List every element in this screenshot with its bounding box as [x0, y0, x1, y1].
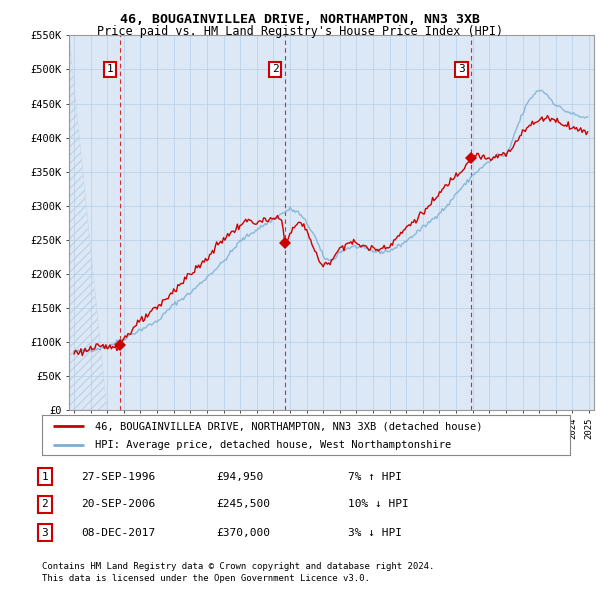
Text: HPI: Average price, detached house, West Northamptonshire: HPI: Average price, detached house, West…	[95, 440, 451, 450]
Text: Contains HM Land Registry data © Crown copyright and database right 2024.: Contains HM Land Registry data © Crown c…	[42, 562, 434, 571]
Text: This data is licensed under the Open Government Licence v3.0.: This data is licensed under the Open Gov…	[42, 574, 370, 583]
Text: 3% ↓ HPI: 3% ↓ HPI	[348, 528, 402, 537]
Text: Price paid vs. HM Land Registry's House Price Index (HPI): Price paid vs. HM Land Registry's House …	[97, 25, 503, 38]
Text: £370,000: £370,000	[216, 528, 270, 537]
Text: 46, BOUGAINVILLEA DRIVE, NORTHAMPTON, NN3 3XB: 46, BOUGAINVILLEA DRIVE, NORTHAMPTON, NN…	[120, 13, 480, 26]
Text: 3: 3	[458, 64, 465, 74]
Text: £94,950: £94,950	[216, 472, 263, 481]
Text: 1: 1	[106, 64, 113, 74]
Text: £245,500: £245,500	[216, 500, 270, 509]
Text: 7% ↑ HPI: 7% ↑ HPI	[348, 472, 402, 481]
Text: 10% ↓ HPI: 10% ↓ HPI	[348, 500, 409, 509]
Text: 1: 1	[41, 472, 49, 481]
Text: 3: 3	[41, 528, 49, 537]
Text: 20-SEP-2006: 20-SEP-2006	[81, 500, 155, 509]
Text: 2: 2	[272, 64, 279, 74]
Text: 27-SEP-1996: 27-SEP-1996	[81, 472, 155, 481]
Text: 08-DEC-2017: 08-DEC-2017	[81, 528, 155, 537]
Text: 2: 2	[41, 500, 49, 509]
Text: 46, BOUGAINVILLEA DRIVE, NORTHAMPTON, NN3 3XB (detached house): 46, BOUGAINVILLEA DRIVE, NORTHAMPTON, NN…	[95, 421, 482, 431]
